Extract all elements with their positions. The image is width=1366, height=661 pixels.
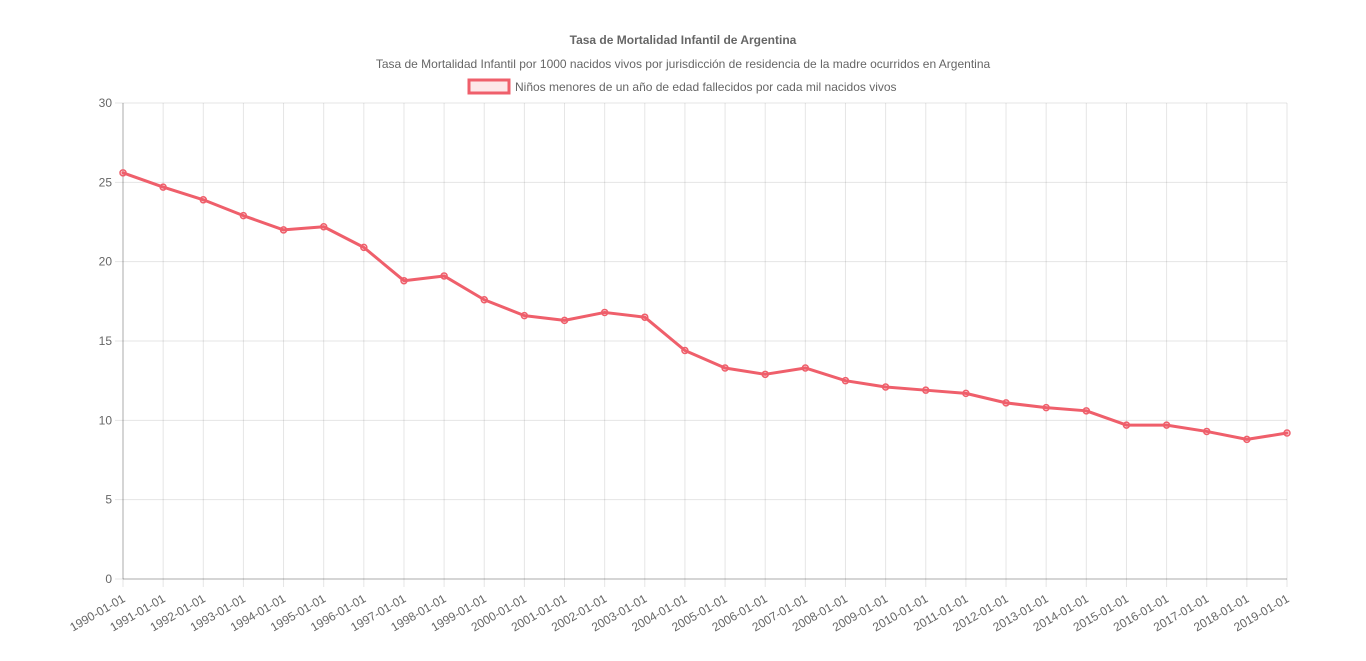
data-point[interactable] [520,311,529,320]
data-point[interactable] [1243,435,1251,444]
series-line [121,171,1289,441]
legend-label[interactable]: Niños menores de un año de edad fallecid… [515,80,897,94]
data-point[interactable] [841,376,850,385]
data-point[interactable] [480,295,488,304]
series-group [119,169,1291,444]
data-point[interactable] [199,196,208,204]
data-point[interactable] [440,272,448,280]
data-point[interactable] [1202,427,1211,436]
data-point[interactable] [962,389,970,398]
data-point[interactable] [922,386,930,394]
data-point[interactable] [600,308,609,317]
data-point[interactable] [721,364,729,372]
data-point[interactable] [1002,399,1010,407]
y-tick-label: 0 [105,572,112,586]
y-tick-label: 20 [99,255,113,269]
data-point[interactable] [1082,407,1091,415]
data-point[interactable] [560,316,569,325]
data-point[interactable] [319,223,328,231]
data-point[interactable] [761,370,769,379]
data-point[interactable] [159,183,167,191]
data-point[interactable] [641,313,649,321]
data-point[interactable] [1283,429,1291,437]
y-tick-label: 25 [99,175,113,189]
data-point[interactable] [1162,421,1171,429]
y-axis-tick-labels: 0 5 10 15 20 25 30 [99,96,113,586]
chart-title: Tasa de Mortalidad Infantil de Argentina [570,33,797,47]
data-point[interactable] [681,346,689,355]
data-point[interactable] [801,364,810,372]
data-point[interactable] [239,211,248,220]
y-tick-label: 30 [99,96,113,110]
grid-lines [115,102,1288,587]
y-tick-label: 15 [99,334,113,348]
data-point[interactable] [279,226,288,234]
x-axis-tick-labels: 1990-01-011991-01-011992-01-011993-01-01… [67,591,1291,634]
data-point[interactable] [119,169,127,177]
axes [122,103,1287,580]
y-tick-label: 10 [99,413,113,427]
data-point[interactable] [400,276,408,285]
y-tick-label: 5 [105,493,112,507]
chart-subtitle: Tasa de Mortalidad Infantil por 1000 nac… [376,57,991,71]
data-point[interactable] [360,243,368,252]
data-point[interactable] [881,383,890,391]
data-point[interactable] [1122,421,1131,429]
legend[interactable]: Niños menores de un año de edad fallecid… [467,78,897,95]
legend-swatch[interactable] [467,78,511,95]
data-point[interactable] [1042,403,1050,412]
